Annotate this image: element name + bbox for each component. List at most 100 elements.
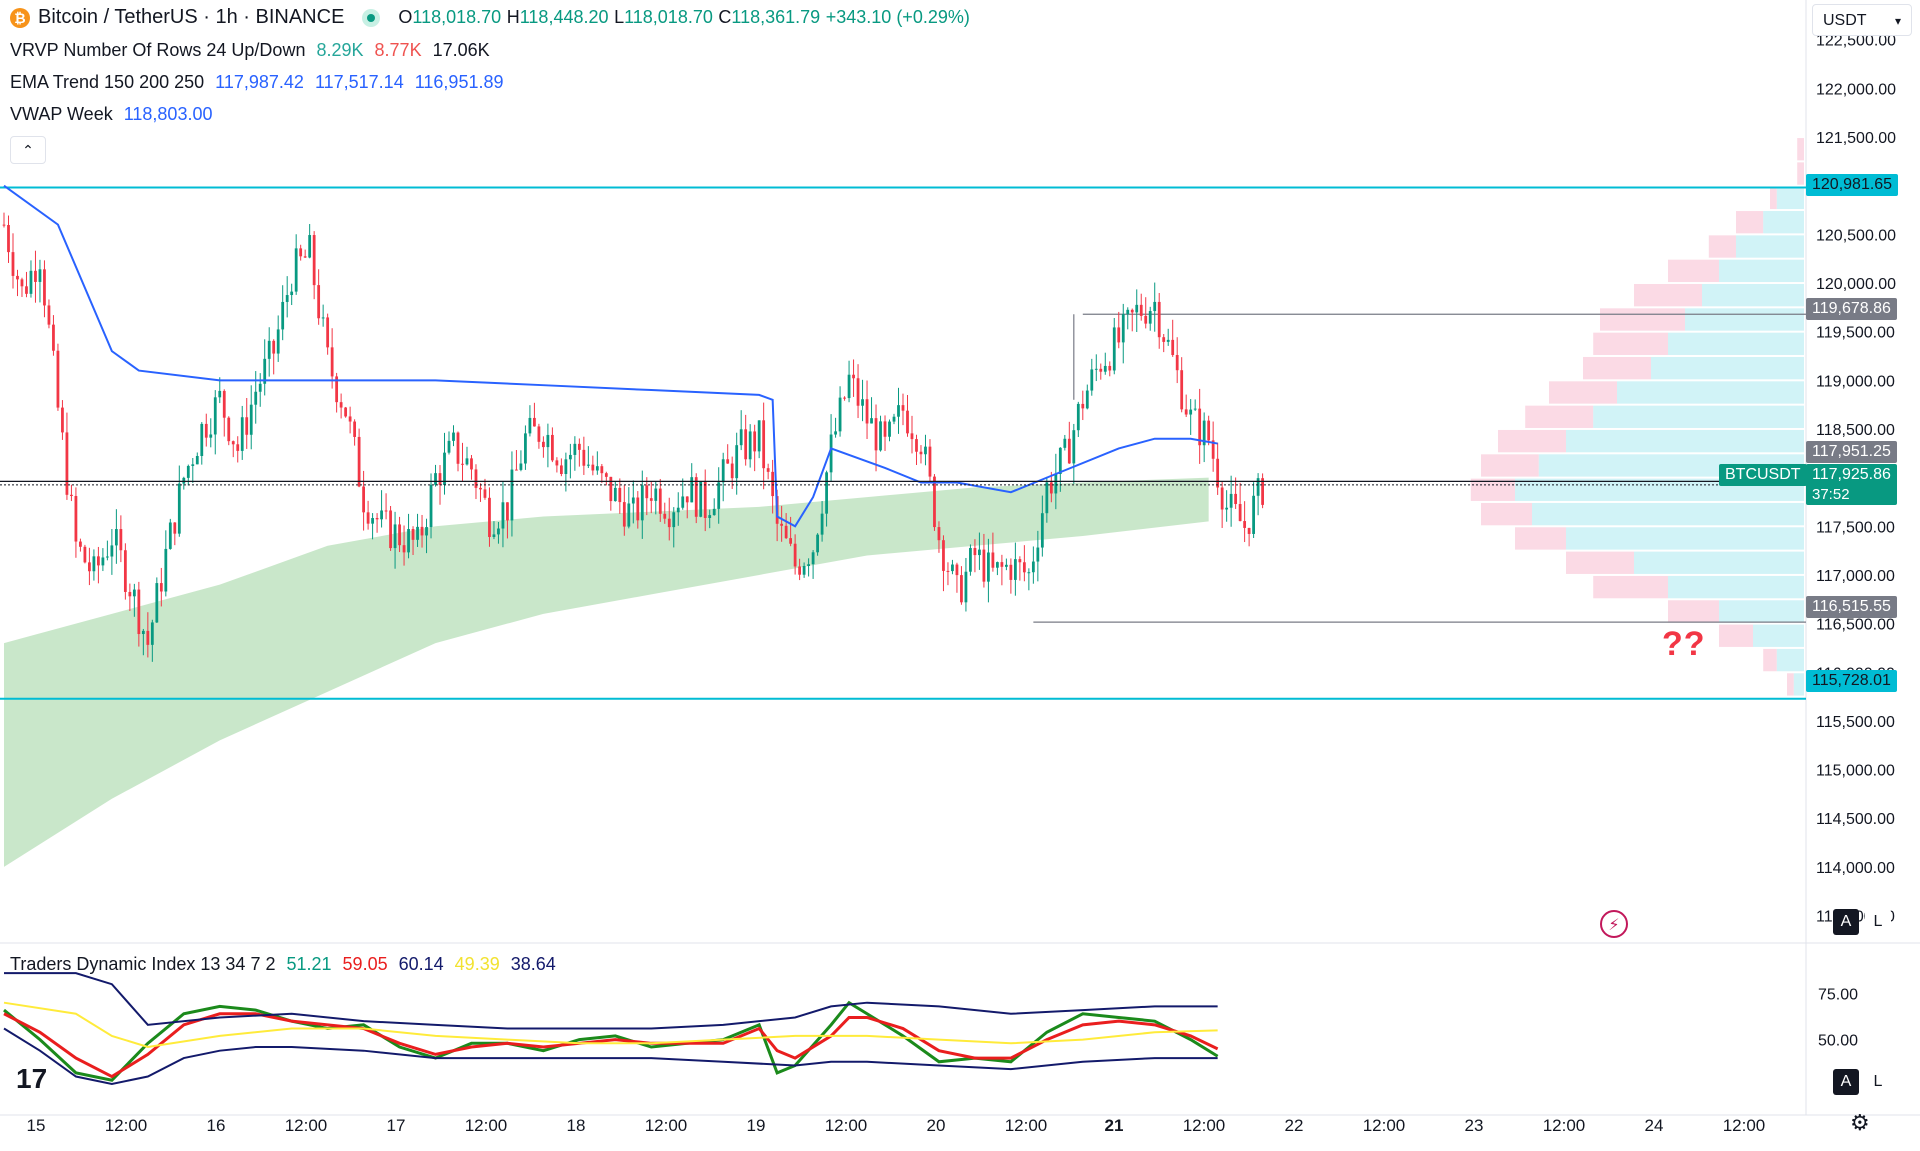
ema-legend[interactable]: EMA Trend 150 200 250 117,987.42 117,517… [10, 72, 510, 93]
tdi-legend[interactable]: Traders Dynamic Index 13 34 7 2 51.21 59… [10, 954, 562, 975]
ema-v1: 117,987.42 [215, 72, 304, 92]
market-status-icon [362, 8, 381, 27]
volume-profile-down-21 [1763, 648, 1777, 672]
gear-icon[interactable]: ⚙ [1850, 1110, 1870, 1135]
candle-body [245, 417, 249, 435]
candle-body [577, 443, 581, 450]
tradingview-logo-icon[interactable]: 17 [16, 1063, 48, 1094]
volume-profile-down-3 [1736, 211, 1764, 234]
vwap-week-line [3, 184, 1218, 528]
candle-body [483, 489, 487, 498]
candle-body [582, 449, 586, 466]
question-annotation[interactable]: ?? [1662, 625, 1706, 663]
candle-body [290, 291, 294, 296]
candle-body [991, 552, 995, 568]
candle-body [568, 454, 572, 460]
candle-body [1148, 311, 1152, 324]
candle-body [240, 417, 244, 451]
candle-body [123, 550, 127, 592]
candle-body [802, 566, 806, 575]
candle-body [137, 589, 141, 635]
candle-body [438, 473, 442, 485]
candle-body [1189, 409, 1193, 415]
candle-body [528, 417, 532, 434]
volume-profile-down-6 [1634, 284, 1702, 307]
candle-body [416, 526, 419, 540]
candle-body [1117, 327, 1121, 343]
log-scale-button-tdi[interactable]: L [1865, 1069, 1891, 1095]
candle-body [146, 630, 150, 645]
auto-scale-button-tdi[interactable]: A [1833, 1069, 1859, 1095]
auto-scale-button[interactable]: A [1833, 909, 1859, 935]
candle-body [667, 518, 671, 528]
time-axis-label: 12:00 [1363, 1116, 1406, 1135]
volume-profile-up-10 [1617, 381, 1804, 404]
time-axis-label: 12:00 [465, 1116, 508, 1135]
candle-body [1081, 403, 1085, 409]
vwap-legend[interactable]: VWAP Week 118,803.00 [10, 104, 218, 125]
volume-profile-up-11 [1593, 405, 1804, 428]
candle-body [272, 340, 276, 354]
vrvp-legend[interactable]: VRVP Number Of Rows 24 Up/Down 8.29K 8.7… [10, 40, 496, 61]
candle-body [559, 465, 563, 475]
candle-body [1166, 339, 1170, 342]
time-axis-label: 12:00 [825, 1116, 868, 1135]
price-axis-label: 114,500.00 [1816, 811, 1895, 828]
candle-body [870, 418, 873, 424]
symbol-header[interactable]: ₿ Bitcoin / TetherUS · 1h · BINANCE O118… [10, 6, 970, 29]
candle-body [1175, 354, 1179, 371]
log-scale-button[interactable]: L [1865, 909, 1891, 935]
candle-body [461, 463, 464, 465]
tdi-axis-label: 75.00 [1818, 986, 1858, 1003]
candle-body [497, 528, 500, 535]
volume-profile-down-9 [1583, 356, 1651, 380]
price-tag-support: 115,728.01 [1806, 670, 1897, 692]
ohlc-close: C118,361.79 [718, 7, 821, 27]
candle-body [865, 399, 869, 424]
ohlc-low: L118,018.70 [614, 7, 713, 27]
candle-body [627, 503, 631, 527]
candle-body [897, 405, 900, 417]
candle-body [694, 477, 698, 517]
candle-body [2, 224, 6, 226]
candle-body [1225, 507, 1229, 510]
candle-body [1238, 504, 1242, 522]
candle-body [231, 441, 235, 445]
candle-body [784, 525, 788, 539]
candle-body [303, 256, 307, 258]
candle-body [43, 269, 46, 306]
symbol-title[interactable]: Bitcoin / TetherUS · 1h · BINANCE [38, 6, 345, 28]
candle-body [1234, 493, 1238, 505]
flash-icon[interactable]: ⚡ [1600, 910, 1628, 938]
candle-body [739, 429, 743, 446]
candle-body [110, 545, 114, 557]
candle-body [636, 497, 640, 521]
candle-body [1036, 547, 1040, 562]
collapse-legend-button[interactable]: ⌃ [10, 136, 46, 164]
candle-body [1198, 408, 1202, 446]
vrvp-total: 17.06K [432, 40, 490, 60]
candle-body [1112, 327, 1116, 371]
candle-body [263, 358, 267, 384]
candle-body [924, 446, 927, 455]
candle-body [267, 340, 271, 359]
candle-body [222, 390, 226, 418]
candle-body [1004, 564, 1008, 567]
candle-body [186, 465, 190, 478]
candle-body [1094, 368, 1098, 370]
candle-body [25, 286, 28, 294]
candle-body [339, 402, 343, 408]
candle-body [389, 510, 392, 549]
candle-body [97, 556, 100, 566]
candle-body [443, 452, 446, 485]
currency-select[interactable]: USDT ▾ [1812, 4, 1912, 36]
volume-profile-up-15 [1532, 502, 1804, 526]
candle-body [847, 374, 851, 399]
candle-body [200, 423, 204, 456]
volume-profile-up-5 [1719, 259, 1804, 283]
candle-body [74, 495, 78, 542]
time-axis-label: 23 [1465, 1116, 1484, 1135]
volume-profile-up-7 [1685, 308, 1804, 331]
candle-body [1193, 408, 1197, 410]
